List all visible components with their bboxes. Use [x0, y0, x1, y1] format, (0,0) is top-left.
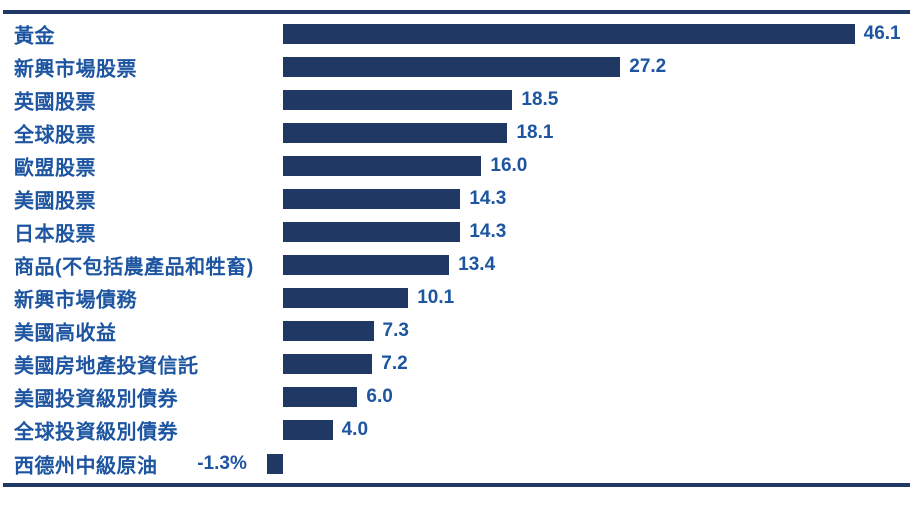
- bar: [283, 56, 621, 77]
- category-label: 新興市場股票: [14, 58, 137, 81]
- chart-row: 美國高收益 7.3: [0, 315, 913, 348]
- chart-row: 歐盟股票 16.0: [0, 149, 913, 182]
- chart-row: 黃金 46.1: [0, 17, 913, 50]
- value-label: -1.3%: [197, 452, 247, 474]
- chart-row: 全球股票 18.1: [0, 116, 913, 149]
- category-label: 美國高收益: [14, 322, 117, 345]
- chart-row: 全球投資級別債券 4.0: [0, 414, 913, 447]
- bar: [283, 155, 482, 176]
- category-label: 美國房地產投資信託: [14, 355, 199, 378]
- bar: [283, 23, 855, 44]
- category-label: 全球股票: [14, 124, 96, 147]
- category-label: 全球投資級別債券: [14, 421, 178, 444]
- category-label: 西德州中級原油: [14, 455, 158, 478]
- value-label: 4.0: [341, 419, 369, 441]
- bar: [283, 321, 374, 342]
- chart-row: 新興市場股票 27.2: [0, 50, 913, 83]
- bar: [283, 188, 461, 209]
- value-label: 18.1: [516, 121, 554, 143]
- value-label: 27.2: [629, 55, 667, 77]
- category-label: 商品(不包括農產品和牲畜): [14, 256, 254, 279]
- category-label: 日本股票: [14, 223, 96, 246]
- chart-row: 美國房地產投資信託 7.2: [0, 348, 913, 381]
- bar: [266, 453, 283, 474]
- value-label: 14.3: [469, 221, 507, 242]
- chart-row: 西德州中級原油 -1.3%: [0, 447, 913, 480]
- value-label: 18.5: [521, 88, 559, 110]
- chart-row: 新興市場債務 10.1: [0, 282, 913, 315]
- category-label: 美國投資級別債券: [14, 388, 178, 411]
- category-label: 英國股票: [14, 91, 96, 114]
- bar: [283, 222, 461, 242]
- bar: [283, 122, 508, 143]
- chart-row: 美國股票 14.3: [0, 182, 913, 215]
- bar: [283, 89, 513, 110]
- chart-row: 商品(不包括農產品和牲畜) 13.4: [0, 249, 913, 282]
- chart-row: 英國股票 18.5: [0, 83, 913, 116]
- bar: [283, 288, 409, 309]
- category-label: 黃金: [14, 25, 55, 48]
- category-label: 歐盟股票: [14, 157, 96, 180]
- bar: [283, 387, 358, 408]
- value-label: 7.3: [382, 320, 409, 342]
- value-label: 46.1: [863, 22, 901, 44]
- bar: [283, 354, 373, 375]
- bar: [283, 255, 450, 276]
- bar: [283, 420, 333, 441]
- chart-row: 美國投資級別債券 6.0: [0, 381, 913, 414]
- top-rule: [3, 10, 910, 14]
- chart-row: 日本股票 14.3: [0, 215, 913, 248]
- chart-area: 黃金 46.1 新興市場股票 27.2 英國股票 18.5 全球股票 18.1 歐盟股票 16.0…: [0, 17, 913, 480]
- value-label: 16.0: [490, 154, 528, 176]
- category-label: 美國股票: [14, 190, 96, 213]
- value-label: 14.3: [469, 187, 507, 209]
- value-label: 10.1: [417, 287, 455, 309]
- bottom-rule: [3, 483, 910, 487]
- category-label: 新興市場債務: [14, 289, 137, 312]
- value-label: 6.0: [366, 386, 393, 408]
- value-label: 13.4: [458, 254, 496, 276]
- value-label: 7.2: [381, 353, 408, 375]
